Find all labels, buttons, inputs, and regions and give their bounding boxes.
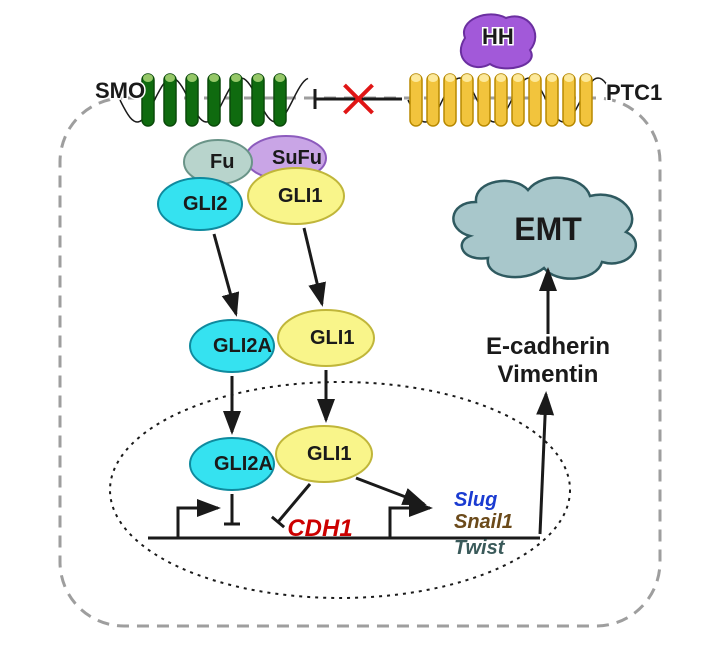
twist-to-ecad — [540, 394, 546, 534]
label-gli1-mid: GLI1 — [310, 327, 354, 349]
label-gli2: GLI2 — [183, 193, 227, 215]
label-emt: EMT — [514, 211, 582, 247]
label-vimentin: Vimentin — [498, 361, 599, 388]
label-cdh1: CDH1 — [287, 515, 352, 542]
label-sufu: SuFu — [272, 147, 322, 169]
label-gli1: GLI1 — [278, 185, 322, 207]
smo-receptor — [142, 74, 286, 126]
gli1-to-gli1mid — [304, 228, 322, 304]
ptc1-receptor — [410, 74, 592, 126]
label-hh: HH — [482, 24, 514, 49]
pathway-diagram: SMO PTC1 HH Fu SuFu GLI2 GLI1 GLI2A GLI1 GLI2A GLI… — [0, 0, 717, 650]
promoter-arrow-1 — [178, 508, 218, 538]
label-slug: Slug — [454, 489, 497, 511]
gli2-to-gli2a — [214, 234, 236, 314]
label-gli1-nuc: GLI1 — [307, 443, 351, 465]
label-smo: SMO — [95, 78, 145, 103]
label-gli2a-nuc: GLI2A — [214, 453, 273, 475]
label-ecadherin: E-cadherin — [486, 333, 610, 360]
label-ptc1: PTC1 — [606, 80, 662, 105]
nucleus-border — [110, 382, 570, 598]
label-gli2a-mid: GLI2A — [213, 335, 272, 357]
label-snail1: Snail1 — [454, 511, 513, 533]
label-twist: Twist — [454, 537, 506, 559]
gli1-to-slug — [356, 478, 424, 504]
label-fu: Fu — [210, 151, 234, 173]
promoter-arrow-2 — [390, 508, 430, 538]
